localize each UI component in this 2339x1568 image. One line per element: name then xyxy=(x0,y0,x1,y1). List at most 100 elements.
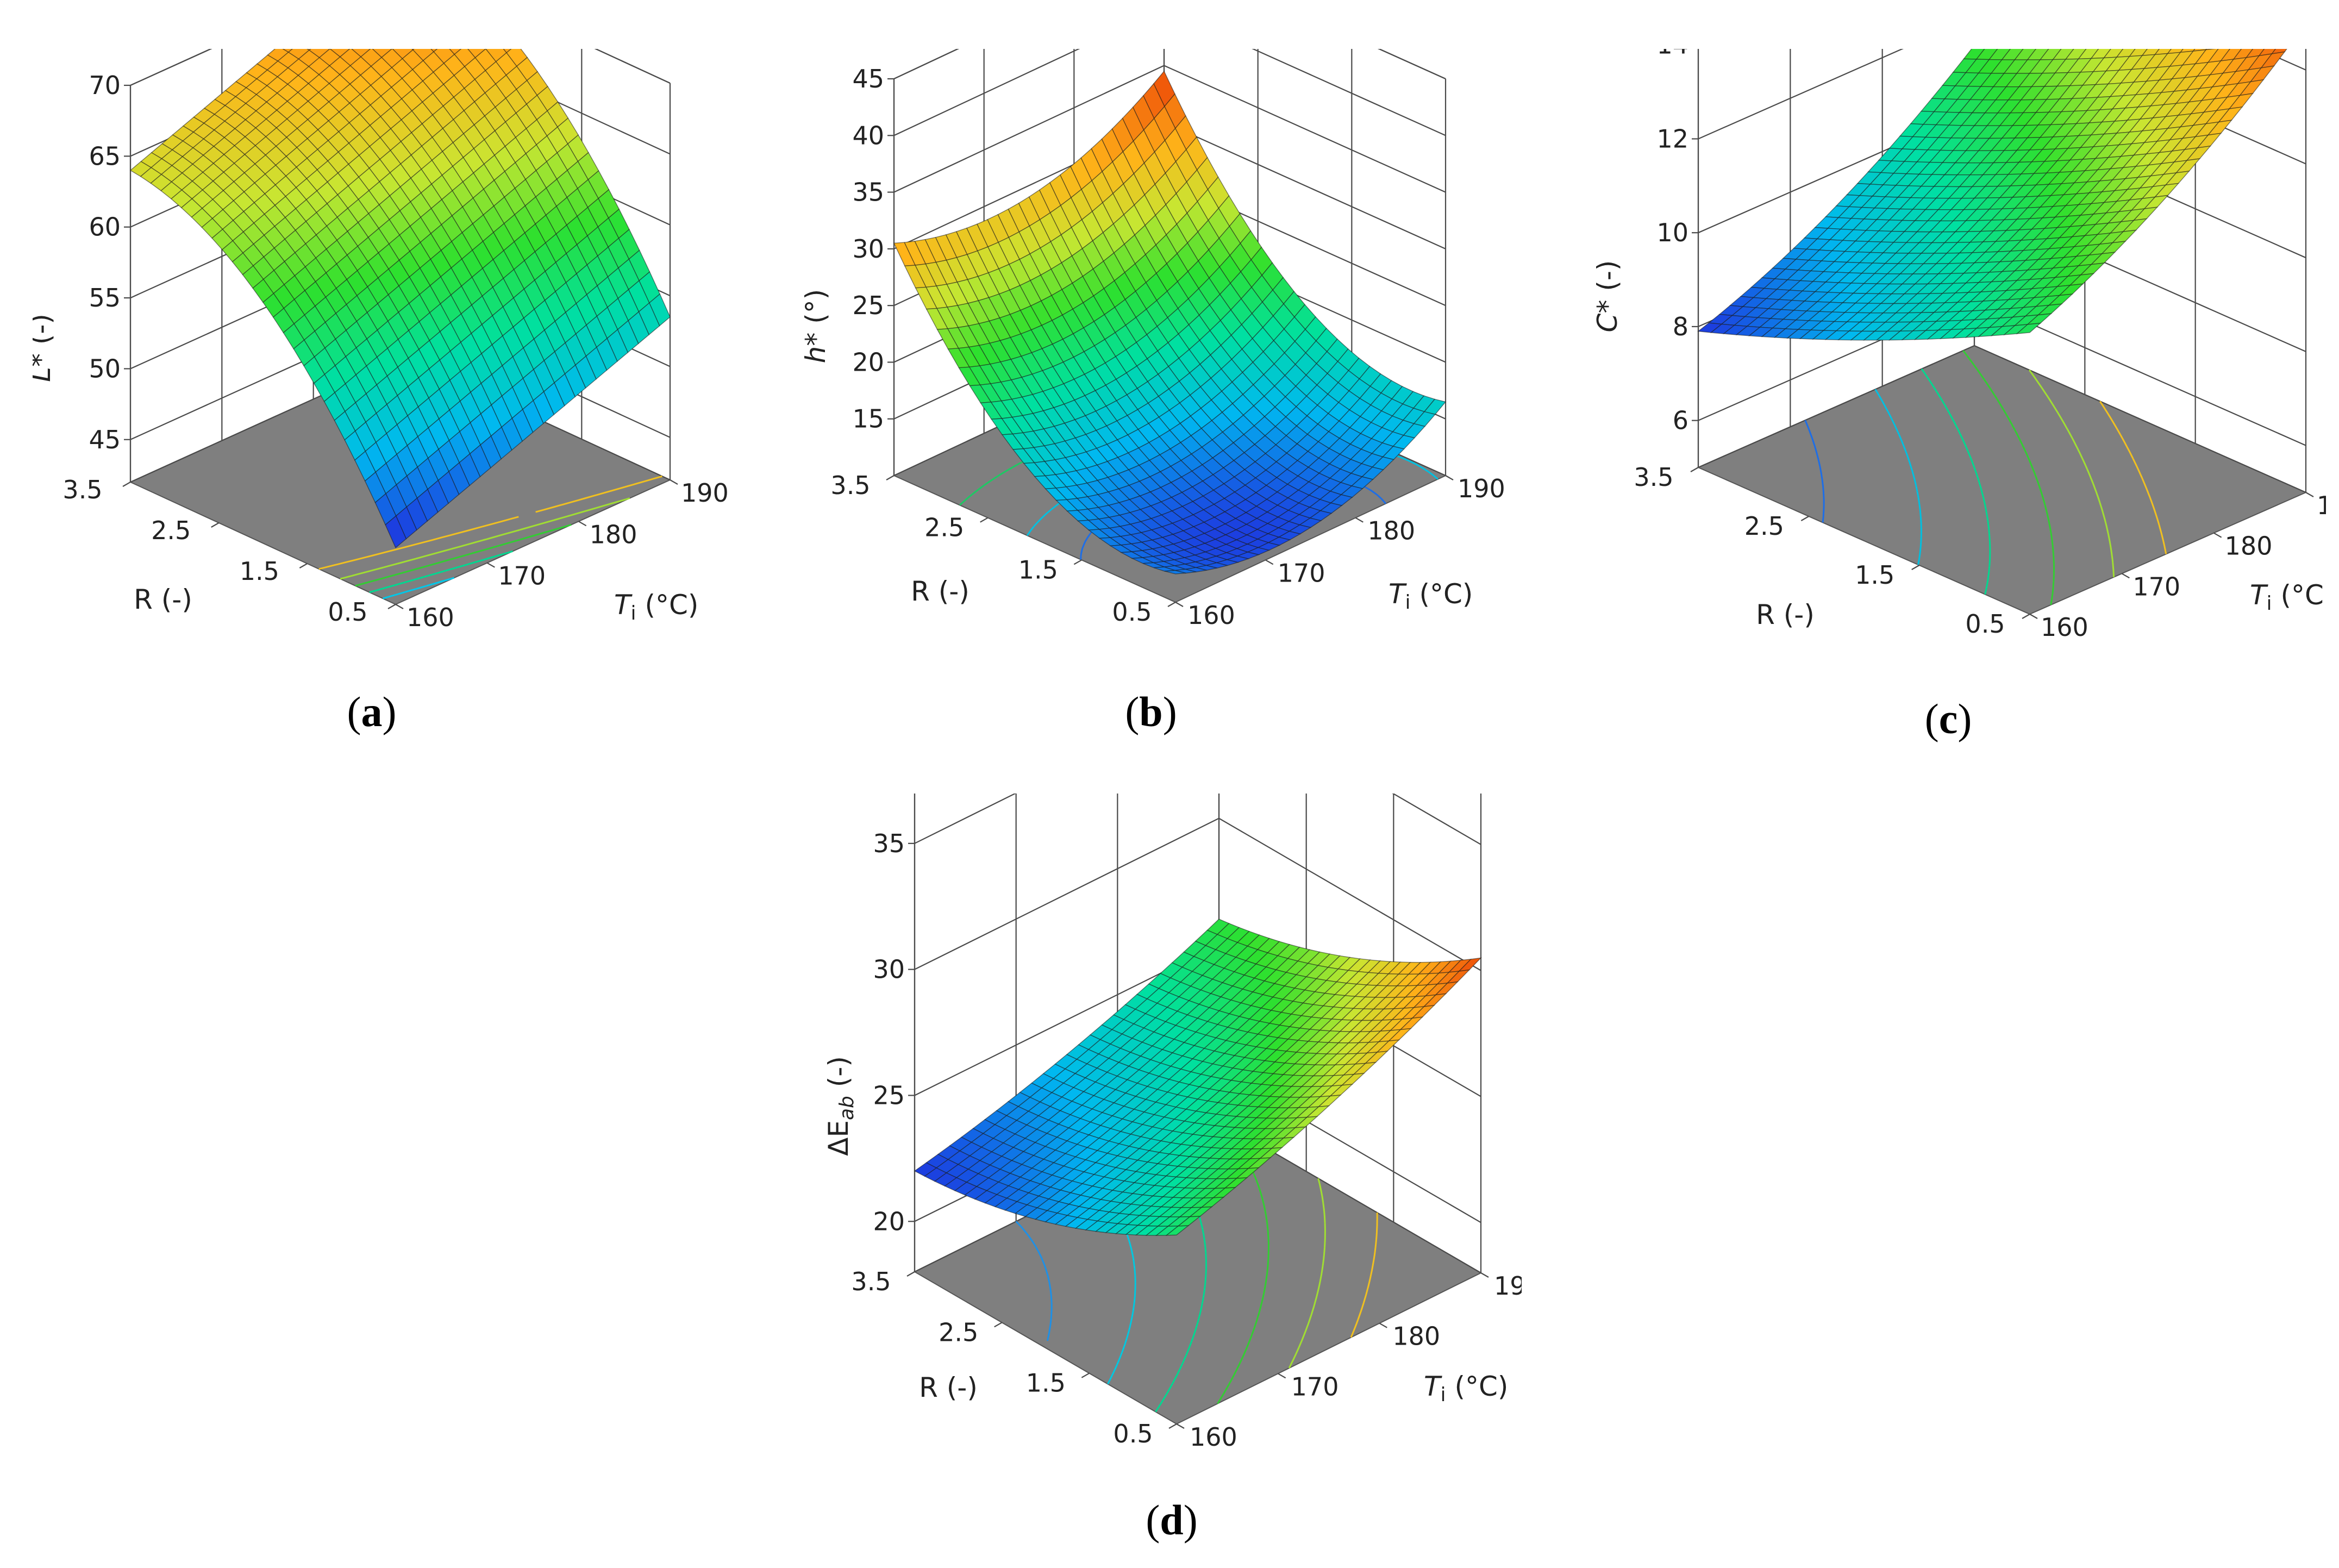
axis-labels: L* (-) Ti (°C) R (-) xyxy=(33,314,698,624)
y-tick-mark xyxy=(886,475,895,480)
caption-a: (a) xyxy=(347,688,397,735)
y-tick-label: 0.5 xyxy=(328,597,367,627)
contour-line xyxy=(1921,368,1991,595)
x-tick-label: 180 xyxy=(2225,532,2273,561)
y-tick-mark xyxy=(994,1322,1003,1328)
x-axis-label-symbol: T xyxy=(2250,579,2268,611)
x-tick-mark xyxy=(2121,573,2130,579)
x-tick-label: 180 xyxy=(1392,1322,1440,1351)
y-tick-mark xyxy=(1911,565,1920,570)
wall-horizontal xyxy=(893,49,1446,80)
z-axis-label: h* (°) xyxy=(800,289,831,364)
x-tick-label: 160 xyxy=(1190,1422,1237,1452)
y-tick-label: 3.5 xyxy=(851,1267,891,1296)
x-tick-label: 190 xyxy=(1494,1271,1522,1301)
axis-labels: C* (-) Ti (°C) R (-) xyxy=(1592,260,2326,630)
surface-cell xyxy=(503,49,512,54)
x-axis-label-unit: (°C) xyxy=(1411,578,1473,610)
z-tick-label: 20 xyxy=(852,347,884,377)
x-tick-mark xyxy=(578,521,587,527)
x-tick-mark xyxy=(2029,614,2038,619)
y-tick-label: 2.5 xyxy=(924,513,964,542)
x-axis-label-unit: (°C) xyxy=(1446,1371,1509,1402)
surface-cell xyxy=(1164,570,1186,574)
y-tick-label: 0.5 xyxy=(1112,597,1152,627)
y-tick-mark xyxy=(299,563,308,569)
surface-plot-b: 152025303540451601701801900.51.52.53.5h*… xyxy=(800,49,1505,630)
wall-horizontal xyxy=(1698,345,2306,493)
z-axis-label-unit: (-) xyxy=(823,1056,854,1096)
z-axis-label: L* (-) xyxy=(33,314,57,382)
z-axis-label-symbol: h xyxy=(800,346,831,364)
x-axis-label-unit: (°C) xyxy=(636,589,699,621)
wall-horizontal xyxy=(893,49,1446,136)
x-tick-label: 160 xyxy=(1187,601,1235,630)
y-tick-label: 2.5 xyxy=(1744,511,1784,541)
x-tick-mark xyxy=(1265,559,1274,565)
y-axis-label: R (-) xyxy=(134,584,192,615)
y-tick-mark xyxy=(1800,516,1809,521)
contour-line xyxy=(369,550,513,594)
y-tick-mark xyxy=(1168,1423,1177,1429)
z-tick-label: 40 xyxy=(852,121,884,150)
z-tick-label: 60 xyxy=(89,213,121,242)
surface-cell xyxy=(1165,1225,1190,1236)
x-tick-mark xyxy=(670,479,678,485)
y-tick-label: 3.5 xyxy=(830,471,870,500)
y-tick-label: 1.5 xyxy=(1026,1369,1066,1398)
z-tick-label: 50 xyxy=(89,354,121,383)
x-tick-label: 190 xyxy=(681,478,729,508)
y-tick-label: 2.5 xyxy=(939,1317,978,1347)
y-tick-label: 3.5 xyxy=(62,475,102,504)
x-tick-label: 170 xyxy=(2132,572,2180,601)
contour-line xyxy=(340,497,630,580)
y-axis-label: R (-) xyxy=(1756,599,1815,630)
wall-horizontal xyxy=(914,794,1481,845)
y-tick-mark xyxy=(122,482,131,487)
y-tick-mark xyxy=(1167,602,1176,607)
x-axis-label-sub: i xyxy=(631,602,636,624)
contour-line xyxy=(1962,350,2055,605)
z-axis-label: C* (-) xyxy=(1592,260,1623,333)
contour-line xyxy=(2099,401,2167,554)
x-tick-mark xyxy=(1445,475,1454,480)
z-tick-label: 25 xyxy=(873,1080,905,1110)
x-tick-label: 170 xyxy=(1278,558,1325,588)
tick-labels: 15 20 25 30 35 40 45 160 170 180 190 0.5 1.5 2.5 3.5 xyxy=(830,64,1505,630)
z-axis-label-unit: * (-) xyxy=(1592,260,1623,314)
z-tick-label: 6 xyxy=(1673,406,1688,435)
z-tick-label: 10 xyxy=(1656,218,1688,247)
y-tick-mark xyxy=(211,522,220,528)
y-tick-mark xyxy=(906,1271,915,1277)
wall-horizontal xyxy=(893,65,1446,193)
z-axis-label-sub: ab xyxy=(836,1096,858,1120)
z-tick-label: 35 xyxy=(873,829,905,858)
z-tick-label: 20 xyxy=(873,1207,905,1236)
z-tick-label: 45 xyxy=(89,425,121,454)
y-axis-label: R (-) xyxy=(911,576,970,607)
surface-mesh xyxy=(914,919,1482,1236)
y-tick-label: 1.5 xyxy=(1018,555,1058,584)
y-tick-label: 0.5 xyxy=(1965,609,2005,639)
contour-line xyxy=(355,523,572,587)
surface-cell xyxy=(449,49,462,55)
z-axis-label-unit: * (-) xyxy=(33,314,57,367)
surface-mesh xyxy=(129,49,671,548)
z-axis-label: ΔEab (-) xyxy=(823,1056,858,1156)
x-tick-mark xyxy=(1176,1423,1185,1429)
y-tick-label: 1.5 xyxy=(240,557,279,586)
x-tick-mark xyxy=(1355,517,1364,523)
y-tick-mark xyxy=(387,604,396,609)
z-tick-label: 15 xyxy=(852,404,884,434)
contour-line xyxy=(1288,1178,1326,1369)
z-axis-label-main: ΔE xyxy=(823,1120,854,1156)
z-tick-label: 14 xyxy=(1656,49,1688,60)
z-tick-label: 65 xyxy=(89,141,121,171)
z-tick-label: 12 xyxy=(1656,124,1688,153)
x-tick-label: 180 xyxy=(590,520,637,549)
surface-cell xyxy=(282,49,293,53)
contour-line xyxy=(383,577,455,599)
x-tick-label: 190 xyxy=(1458,474,1505,503)
x-tick-label: 160 xyxy=(406,603,454,632)
